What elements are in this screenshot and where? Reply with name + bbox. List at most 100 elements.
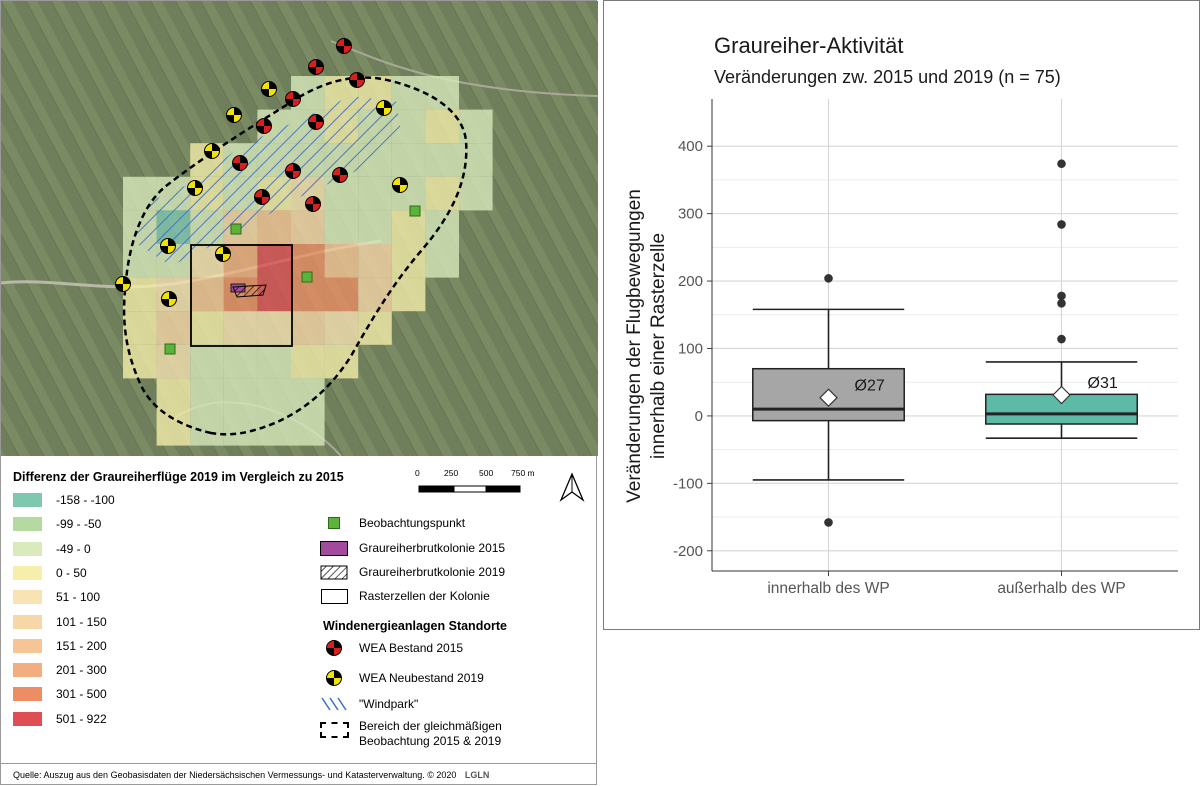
legend-wea-2015: WEA Bestand 2015 [319, 639, 463, 657]
wea-2019-marker [115, 276, 131, 292]
boxplot-chart: Veränderungen der Flugbewegungen innerha… [624, 99, 1178, 597]
outlier-point [1057, 220, 1066, 229]
wea-2015-marker [256, 118, 272, 134]
wea-2015-marker [349, 72, 365, 88]
turbine-quadrants [261, 81, 277, 97]
raster-cell [291, 344, 325, 379]
y-tick-label: -100 [673, 475, 703, 492]
legend-class-label: 151 - 200 [56, 638, 107, 653]
wea-2015-marker [232, 155, 248, 171]
wea-2019-marker [226, 107, 242, 123]
raster-cell [257, 344, 291, 379]
raster-cell [391, 143, 426, 177]
raster-cell [223, 344, 258, 379]
legend-class-swatch [13, 687, 42, 702]
legend-colony-2019: Graureiherbrutkolonie 2019 [319, 563, 505, 581]
wea-2015-marker [285, 91, 301, 107]
raster-cell [156, 412, 191, 446]
raster-cell [324, 210, 359, 244]
legend-class-swatch [13, 590, 42, 605]
legend-class-swatch [13, 517, 42, 532]
mean-marker [819, 388, 838, 408]
legend-class-swatch [13, 614, 42, 629]
y-tick-label: 0 [695, 408, 703, 425]
legend-class-row: 101 - 150 [13, 614, 107, 630]
colony-cells-swatch [320, 588, 348, 604]
legend-class-row: 151 - 200 [13, 638, 107, 654]
raster-cell [324, 344, 359, 379]
wea-2019-icon [326, 670, 342, 686]
wea-2015-marker [254, 189, 270, 205]
turbine-quadrants [332, 167, 348, 183]
scale-label: 0 [415, 468, 420, 478]
x-tick-label: innerhalb des WP [767, 580, 889, 597]
legend-class-swatch [13, 711, 42, 726]
raster-cell [391, 244, 426, 278]
outlier-point [1057, 299, 1066, 308]
observation-area-outline [122, 76, 468, 436]
windpark-swatch [321, 697, 347, 711]
turbine-quadrants [204, 143, 220, 159]
observation-area-swatch [319, 722, 349, 738]
scale-label: 250 [444, 468, 459, 478]
turbine-quadrants [285, 163, 301, 179]
raster-cell [257, 311, 291, 345]
y-axis-label: Veränderungen der Flugbewegungen [624, 189, 645, 503]
legend-class-row: 0 - 50 [13, 565, 87, 581]
mean-label: Ø31 [1088, 375, 1118, 392]
turbine-quadrants [215, 246, 231, 262]
raster-cell [324, 311, 359, 345]
raster-cell [291, 311, 325, 345]
wea-2019-marker [161, 291, 177, 307]
raster-cell [425, 109, 459, 144]
source-attribution: Quelle: Auszug aus den Geobasisdaten der… [1, 763, 596, 785]
raster-cell [291, 277, 325, 312]
outlier-point [1057, 159, 1066, 169]
raster-cell [391, 76, 426, 110]
legend-class-label: -158 - -100 [56, 493, 115, 507]
raster-cell [358, 210, 392, 244]
turbine-quadrants [115, 276, 131, 292]
map-panel: Differenz der Graureiherflüge 2019 im Ve… [0, 0, 598, 785]
legend-class-swatch [13, 541, 42, 556]
scale-label: 750 m [511, 468, 535, 478]
wea-2019-marker [215, 246, 231, 262]
observation-point-marker [164, 343, 176, 355]
grid: -200 -100 0 100 200 300 400 innerhalb des WP auß… [673, 99, 1178, 597]
outlier-point [824, 518, 833, 527]
legend-class-swatch [13, 638, 42, 653]
wea-2019-marker [261, 81, 277, 97]
colony-2015-swatch [320, 540, 348, 556]
raster-cell [156, 311, 191, 345]
raster-cell [459, 176, 493, 211]
windpark-area [133, 96, 401, 266]
turbine-quadrants [392, 177, 408, 193]
raster-cell [190, 344, 224, 379]
map-view[interactable] [1, 1, 598, 456]
legend-observation-area: Bereich der gleichmäßigen Beobachtung 201… [319, 719, 502, 749]
raster-cell [358, 244, 392, 278]
legend-class-label: 0 - 50 [56, 565, 87, 580]
chart-title: Graureiher-Aktivität [714, 33, 904, 58]
raster-cell [425, 143, 459, 177]
legend-class-label: -99 - -50 [56, 517, 102, 532]
legend-wea-2019: WEA Neubestand 2019 [319, 669, 484, 687]
turbine-quadrants [254, 189, 270, 205]
colony-2019-swatch [320, 565, 348, 579]
observation-point-marker [230, 223, 242, 235]
raster-cell [358, 277, 392, 312]
turbine-markers [115, 38, 408, 307]
chart-marks: Ø27 Ø31 [752, 159, 1138, 527]
outlier-point [824, 274, 833, 283]
legend-class-label: -49 - 0 [56, 541, 91, 556]
turbine-quadrants [160, 238, 176, 254]
wea-2019-marker [160, 238, 176, 254]
wea-2015-icon [326, 640, 342, 656]
turbine-quadrants [256, 118, 272, 134]
legend-class-swatch [13, 565, 42, 580]
legend-title: Differenz der Graureiherflüge 2019 im Ve… [13, 470, 344, 484]
raster-cell [257, 378, 291, 412]
legend-colony-2015: Graureiherbrutkolonie 2015 [319, 539, 505, 557]
observation-point-marker [301, 271, 313, 283]
raster-cell [358, 176, 392, 211]
